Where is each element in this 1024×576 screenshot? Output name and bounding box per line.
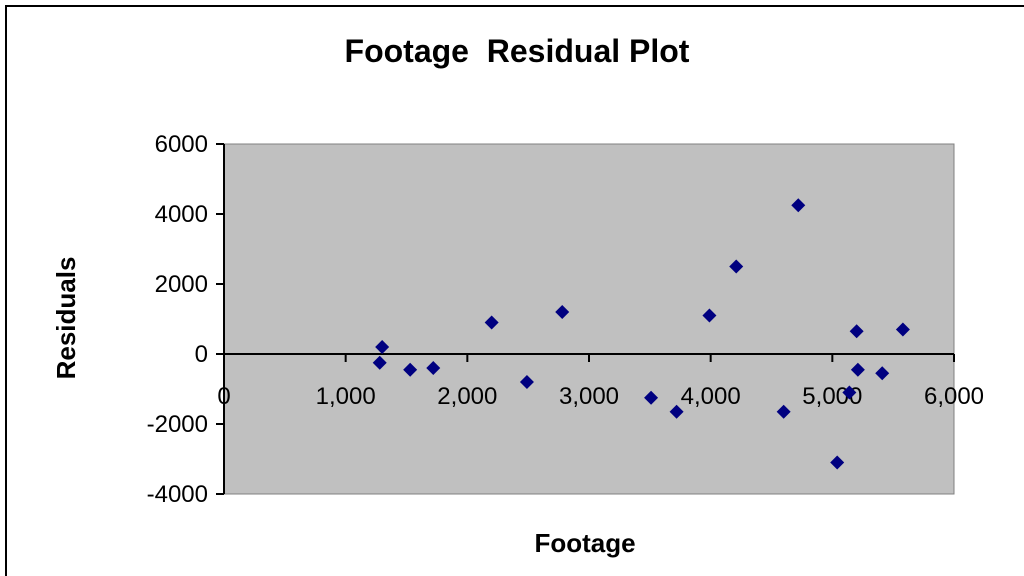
data-point (375, 340, 390, 354)
y-tick-label: -2000 (147, 411, 208, 438)
data-point (830, 455, 845, 470)
data-point (702, 308, 717, 323)
data-point (644, 390, 659, 405)
y-axis: 6000 4000 2000 0 -2000 -4000 (147, 131, 225, 508)
y-tick-label: 6000 (155, 131, 208, 158)
y-tick-label: 2000 (155, 271, 208, 298)
y-axis-title: Residuals (51, 257, 81, 380)
x-tick-label: 3,000 (559, 383, 619, 410)
data-point (403, 362, 418, 377)
x-tick-label: 1,000 (316, 383, 376, 410)
data-point (519, 375, 534, 389)
data-point (729, 259, 744, 274)
data-point (791, 198, 806, 213)
x-axis-title: Footage (534, 528, 635, 558)
y-tick-label: 4000 (155, 201, 208, 228)
data-point (426, 361, 441, 375)
x-tick-label: 0 (217, 383, 230, 410)
data-point (776, 404, 791, 419)
x-tick-label: 6,000 (924, 383, 984, 410)
x-tick-label: 5,000 (802, 383, 862, 410)
y-tick-label: -4000 (147, 481, 208, 508)
data-point (669, 404, 684, 419)
data-point (842, 385, 857, 400)
data-points (372, 198, 910, 470)
data-point (555, 305, 570, 319)
y-tick-label: 0 (195, 341, 208, 368)
data-point (372, 355, 387, 370)
data-point (875, 366, 890, 381)
x-tick-label: 4,000 (681, 383, 741, 410)
plot-area (223, 143, 955, 495)
data-point (895, 322, 910, 337)
x-tick-label: 2,000 (437, 383, 497, 410)
chart-title: Footage Residual Plot (345, 33, 690, 69)
data-point (849, 324, 864, 339)
data-point (850, 362, 865, 377)
data-point (484, 315, 499, 330)
